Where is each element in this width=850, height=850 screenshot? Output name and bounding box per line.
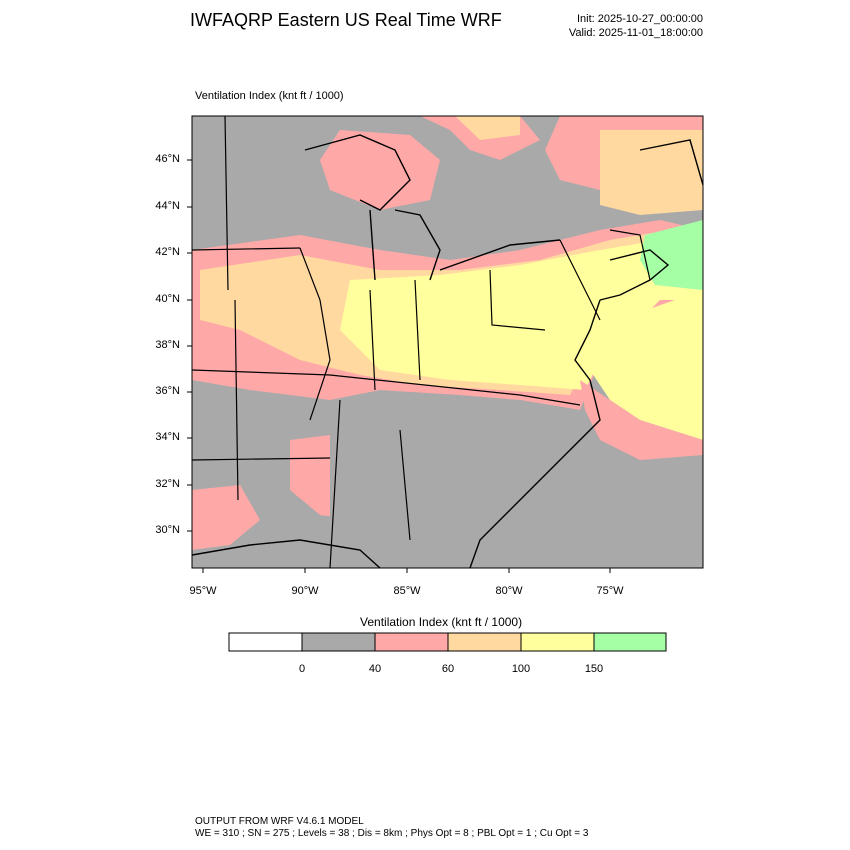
colorbar-level-40: 40: [368, 663, 382, 675]
axis-ticks: [187, 159, 611, 573]
field-label: Ventilation Index (knt ft / 1000): [195, 90, 344, 102]
colorbar-bin-40-60: [374, 632, 449, 652]
plot-title: IWFAQRP Eastern US Real Time WRF: [190, 10, 502, 30]
valid-time: Valid: 2025-11-01_18:00:00: [568, 27, 703, 39]
lat-label-36: 36°N: [155, 385, 180, 397]
map-field: [192, 116, 703, 568]
colorbar-bin-below-0: [228, 632, 303, 652]
lon-label-75: 75°W: [596, 585, 624, 597]
lon-label-80: 80°W: [495, 585, 523, 597]
lat-label-38: 38°N: [155, 339, 180, 351]
orange-region-newengland: [600, 130, 703, 215]
map-frame: [191, 115, 704, 569]
colorbar-bin-100-150: [520, 632, 595, 652]
green-region-massachusetts: [640, 220, 703, 290]
lon-label-85: 85°W: [393, 585, 421, 597]
colorbar-bin-above-150: [593, 632, 667, 652]
lat-label-44: 44°N: [155, 200, 180, 212]
state-boundaries: [192, 116, 651, 568]
lon-label-95: 95°W: [189, 585, 217, 597]
colorbar-bin-0-40: [301, 632, 376, 652]
colorbar-level-100: 100: [511, 663, 531, 675]
gray-region-southeast: [330, 400, 600, 568]
colorbar: [228, 632, 667, 652]
pink-region-louisiana: [192, 485, 260, 550]
lat-label-46: 46°N: [155, 153, 180, 165]
colorbar-level-60: 60: [441, 663, 455, 675]
footer-model: OUTPUT FROM WRF V4.6.1 MODEL: [195, 816, 364, 827]
pink-region-atlantic: [580, 380, 703, 460]
footer-config: WE = 310 ; SN = 275 ; Levels = 38 ; Dis …: [195, 828, 589, 839]
lat-label-40: 40°N: [155, 293, 180, 305]
lat-label-32: 32°N: [155, 478, 180, 490]
lat-label-34: 34°N: [155, 431, 180, 443]
pink-region-upper-michigan: [320, 130, 440, 210]
lat-label-42: 42°N: [155, 246, 180, 258]
colorbar-title: Ventilation Index (knt ft / 1000): [360, 615, 523, 629]
colorbar-level-150: 150: [584, 663, 604, 675]
coastlines: [192, 134, 703, 568]
lat-label-30: 30°N: [155, 524, 180, 536]
lon-label-90: 90°W: [291, 585, 319, 597]
init-time: Init: 2025-10-27_00:00:00: [577, 13, 703, 25]
orange-region-north: [455, 116, 520, 140]
colorbar-bin-60-100: [447, 632, 522, 652]
colorbar-level-0: 0: [298, 663, 306, 675]
yellow-region-atlantic: [590, 290, 703, 440]
